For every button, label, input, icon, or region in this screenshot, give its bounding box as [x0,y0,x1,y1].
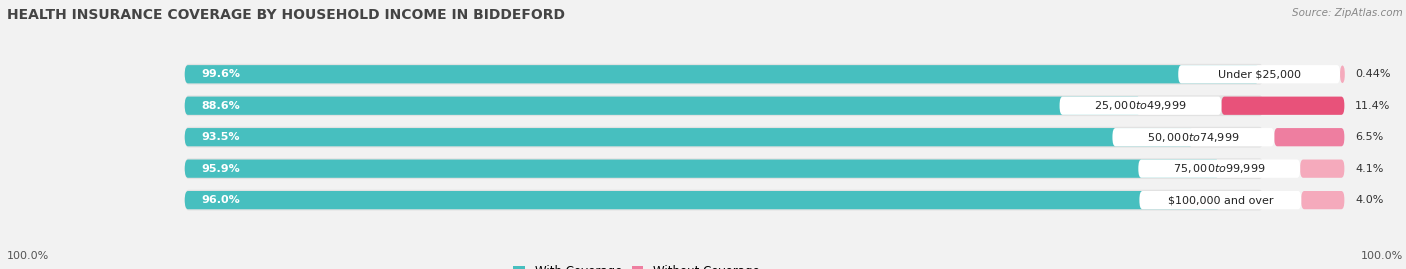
Text: 4.1%: 4.1% [1355,164,1384,174]
Text: 93.5%: 93.5% [201,132,239,142]
FancyBboxPatch shape [1139,160,1301,178]
Text: HEALTH INSURANCE COVERAGE BY HOUSEHOLD INCOME IN BIDDEFORD: HEALTH INSURANCE COVERAGE BY HOUSEHOLD I… [7,8,565,22]
FancyBboxPatch shape [1274,128,1344,146]
FancyBboxPatch shape [184,190,1264,211]
FancyBboxPatch shape [184,65,1260,83]
Text: 95.9%: 95.9% [201,164,239,174]
Text: Source: ZipAtlas.com: Source: ZipAtlas.com [1292,8,1403,18]
FancyBboxPatch shape [1112,128,1274,146]
FancyBboxPatch shape [1340,65,1344,83]
FancyBboxPatch shape [1301,191,1344,209]
FancyBboxPatch shape [184,127,1264,148]
FancyBboxPatch shape [1222,97,1344,115]
FancyBboxPatch shape [1060,97,1222,115]
Text: 88.6%: 88.6% [201,101,239,111]
FancyBboxPatch shape [184,128,1194,146]
FancyBboxPatch shape [184,97,1140,115]
FancyBboxPatch shape [1139,191,1301,209]
Text: 11.4%: 11.4% [1355,101,1391,111]
Text: 6.5%: 6.5% [1355,132,1384,142]
Text: $75,000 to $99,999: $75,000 to $99,999 [1173,162,1265,175]
Text: 100.0%: 100.0% [1361,251,1403,261]
FancyBboxPatch shape [1301,160,1344,178]
FancyBboxPatch shape [184,158,1264,179]
FancyBboxPatch shape [184,95,1264,116]
Text: 100.0%: 100.0% [7,251,49,261]
Text: Under $25,000: Under $25,000 [1218,69,1301,79]
FancyBboxPatch shape [184,191,1220,209]
Text: 0.44%: 0.44% [1355,69,1391,79]
FancyBboxPatch shape [184,160,1219,178]
Text: $50,000 to $74,999: $50,000 to $74,999 [1147,131,1240,144]
Text: 96.0%: 96.0% [201,195,239,205]
FancyBboxPatch shape [184,64,1264,85]
Text: 99.6%: 99.6% [201,69,240,79]
Text: $25,000 to $49,999: $25,000 to $49,999 [1094,99,1187,112]
Legend: With Coverage, Without Coverage: With Coverage, Without Coverage [513,265,759,269]
Text: $100,000 and over: $100,000 and over [1167,195,1272,205]
Text: 4.0%: 4.0% [1355,195,1384,205]
FancyBboxPatch shape [1178,65,1340,83]
